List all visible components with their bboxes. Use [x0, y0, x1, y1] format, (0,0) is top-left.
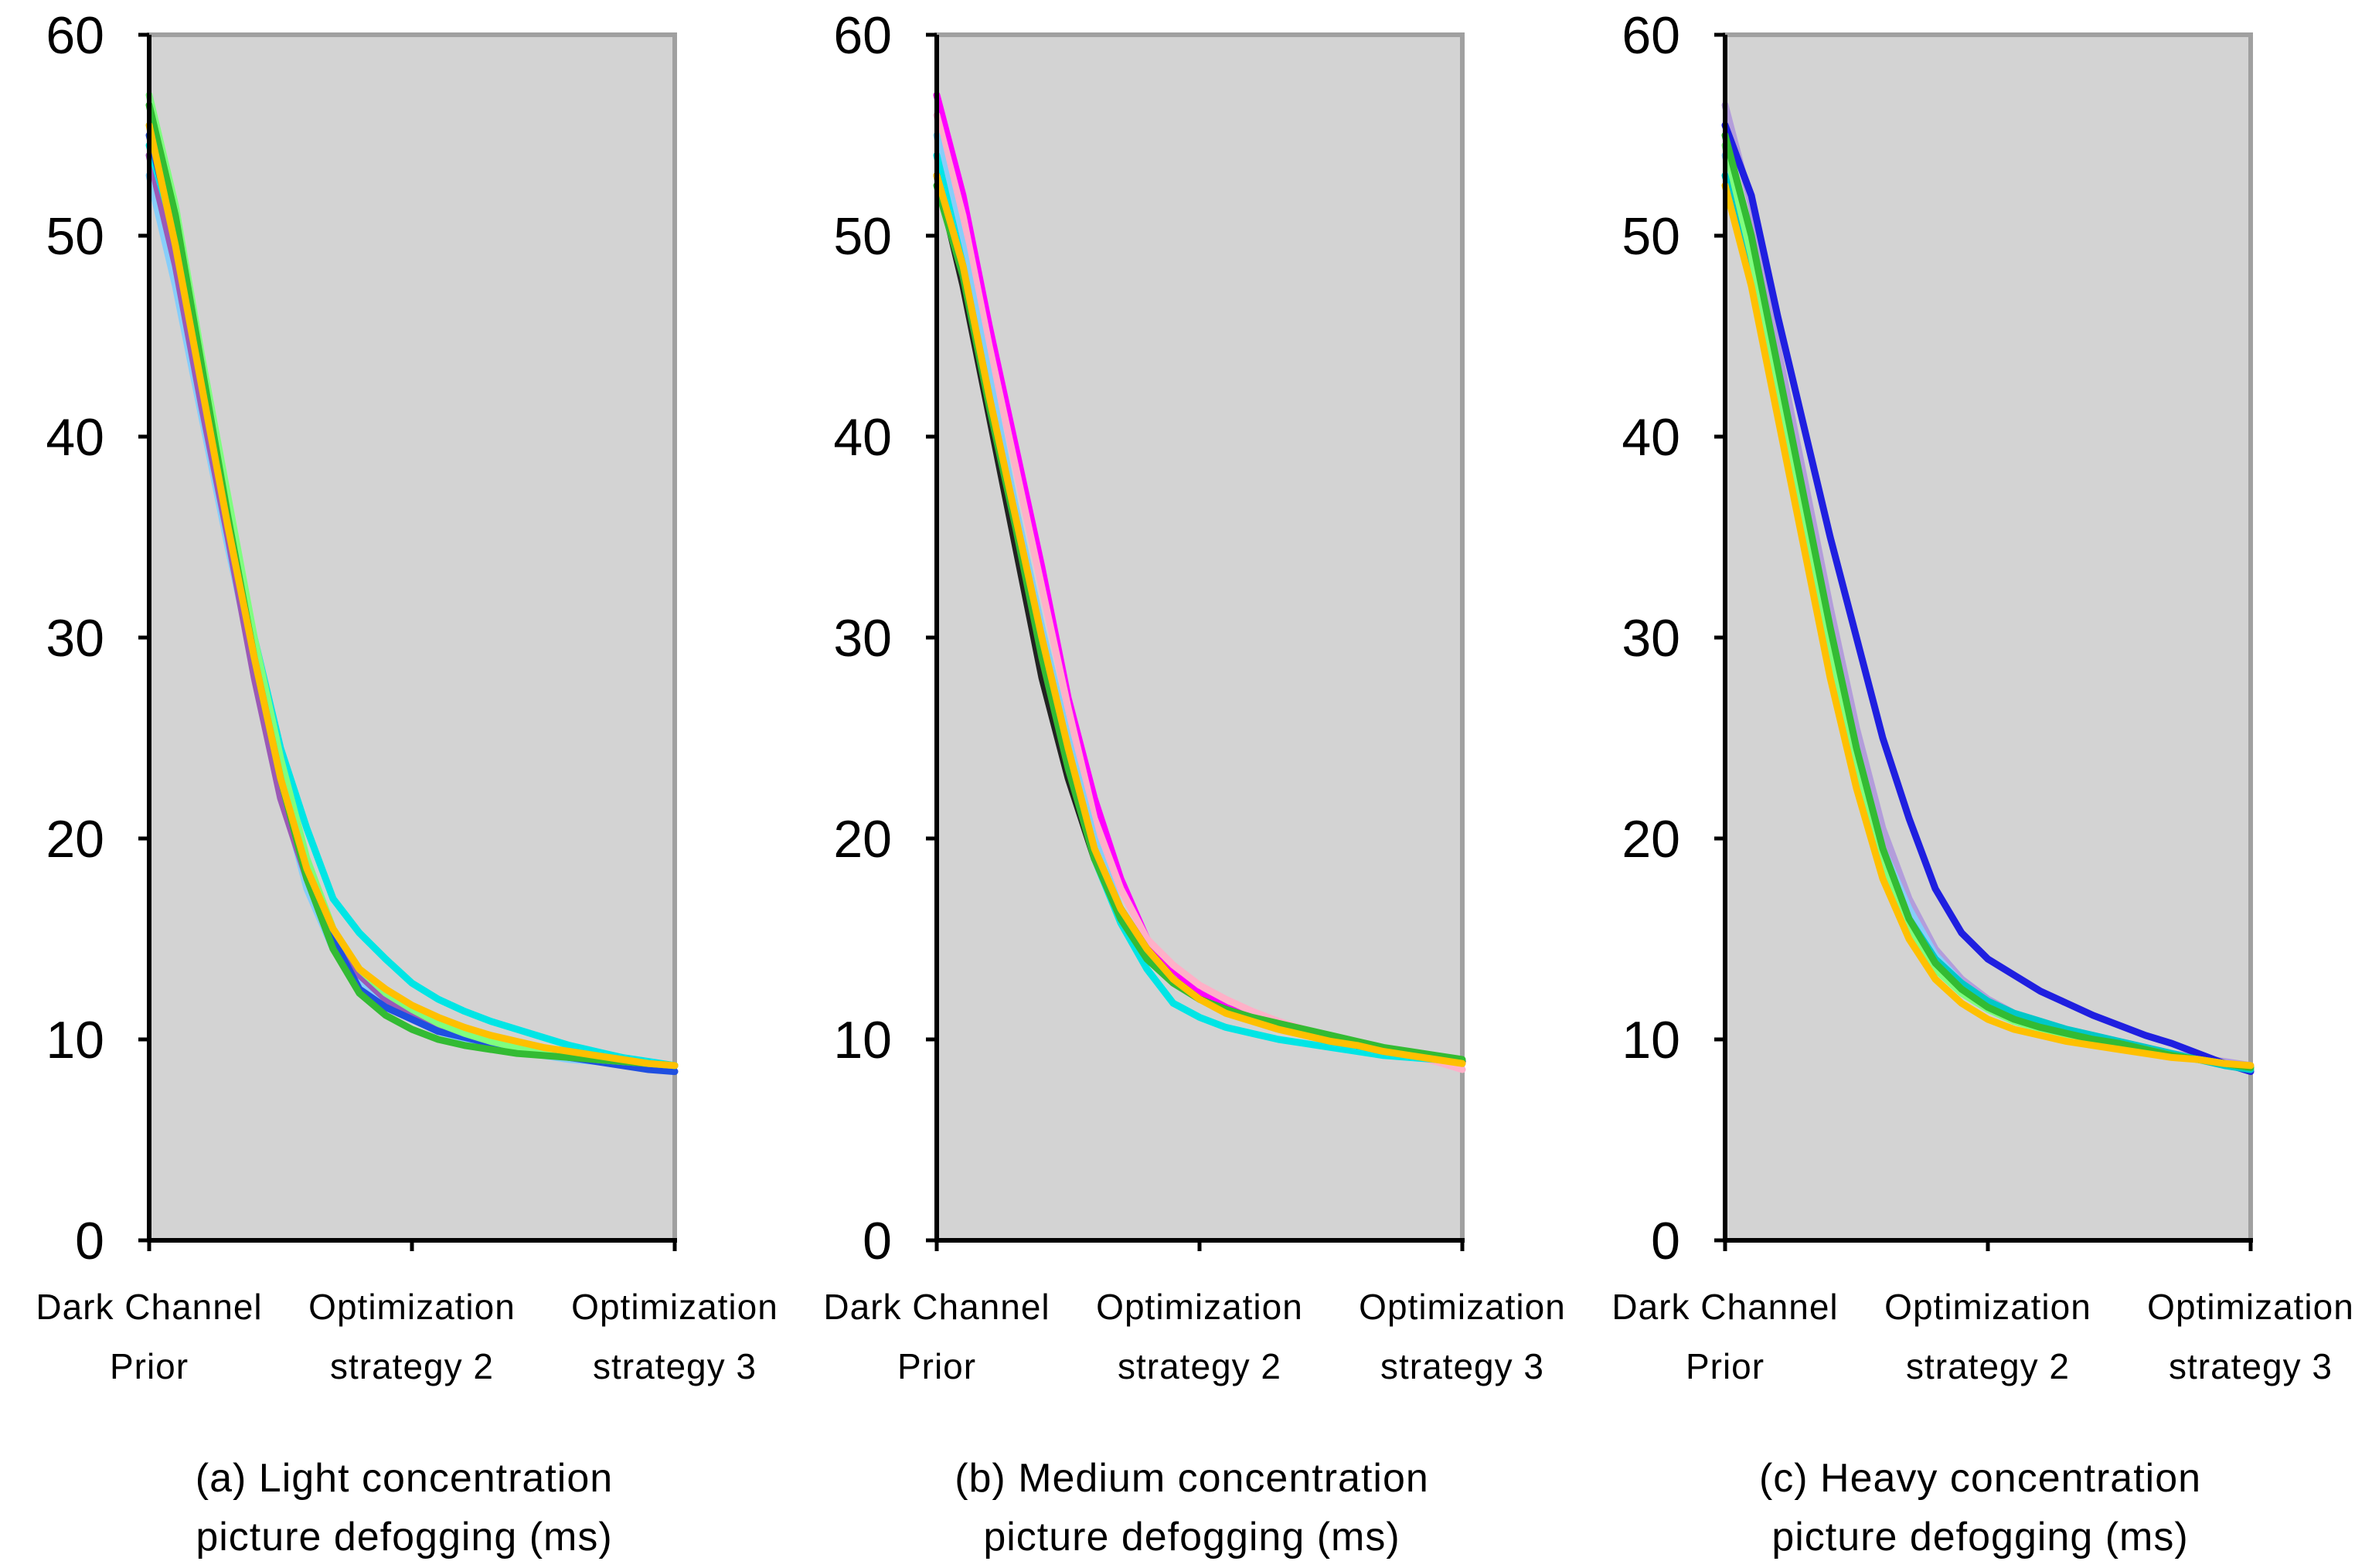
chart-panel-0: 0 10 20 30 40 50 60 Dark Channel Prior Optimizati…: [36, 6, 778, 1559]
y-tick-label: 10: [46, 1011, 104, 1070]
y-tick-label: 20: [833, 810, 892, 869]
x-category-label: Prior: [110, 1346, 189, 1386]
panel-caption: (c) Heavy concentration: [1759, 1456, 2201, 1501]
x-category-label: strategy 2: [1906, 1346, 2070, 1386]
y-tick-label: 30: [46, 609, 104, 668]
series-line-s7: [933, 172, 1466, 1067]
panel-caption: (b) Medium concentration: [955, 1456, 1429, 1501]
y-tick-label: 50: [1622, 207, 1680, 266]
y-tick-label: 0: [863, 1212, 892, 1270]
x-category-label: strategy 3: [1380, 1346, 1544, 1386]
y-tick-label: 10: [833, 1011, 892, 1070]
plot-area: [147, 32, 677, 1243]
x-category-label: Optimization: [571, 1287, 778, 1327]
panel-caption: (a) Light concentration: [196, 1456, 613, 1501]
y-tick-label: 40: [833, 408, 892, 467]
y-tick-label: 50: [833, 207, 892, 266]
x-category-label: strategy 2: [330, 1346, 494, 1386]
x-category-label: Optimization: [1096, 1287, 1303, 1327]
y-tick-label: 50: [46, 207, 104, 266]
panel-caption: picture defogging (ms): [983, 1515, 1400, 1559]
plot-area: [934, 32, 1465, 1243]
y-tick-label: 60: [833, 6, 892, 65]
x-category-label: strategy 3: [2169, 1346, 2333, 1386]
y-tick-label: 0: [75, 1212, 104, 1270]
y-tick-label: 40: [1622, 408, 1680, 467]
x-category-label: strategy 3: [593, 1346, 757, 1386]
chart-panel-1: 0 10 20 30 40 50 60 Dark Channel Prior Optimizati…: [823, 6, 1566, 1559]
x-category-label: Optimization: [1884, 1287, 2091, 1327]
y-tick-label: 20: [1622, 810, 1680, 869]
y-tick-label: 60: [46, 6, 104, 65]
series-line-s7: [1721, 182, 2255, 1070]
chart-panel-2: 0 10 20 30 40 50 60 Dark Channel Prior Optimizati…: [1611, 6, 2353, 1559]
x-category-label: Prior: [1686, 1346, 1765, 1386]
x-category-label: Optimization: [308, 1287, 516, 1327]
x-category-label: Optimization: [1359, 1287, 1566, 1327]
series-line-s7: [145, 121, 679, 1070]
y-tick-label: 20: [46, 810, 104, 869]
y-tick-label: 30: [1622, 609, 1680, 668]
y-tick-label: 60: [1622, 6, 1680, 65]
y-tick-label: 10: [1622, 1011, 1680, 1070]
x-category-label: Dark Channel: [823, 1287, 1050, 1327]
x-category-label: Dark Channel: [1611, 1287, 1838, 1327]
x-category-label: Dark Channel: [36, 1287, 262, 1327]
series-line-s2: [1721, 121, 2255, 1076]
panel-caption: picture defogging (ms): [1771, 1515, 2188, 1559]
x-category-label: strategy 2: [1118, 1346, 1281, 1386]
x-category-label: Prior: [897, 1346, 976, 1386]
panel-caption: picture defogging (ms): [196, 1515, 612, 1559]
x-category-label: Optimization: [2147, 1287, 2354, 1327]
y-tick-label: 0: [1651, 1212, 1680, 1270]
y-tick-label: 40: [46, 408, 104, 467]
y-tick-label: 30: [833, 609, 892, 668]
